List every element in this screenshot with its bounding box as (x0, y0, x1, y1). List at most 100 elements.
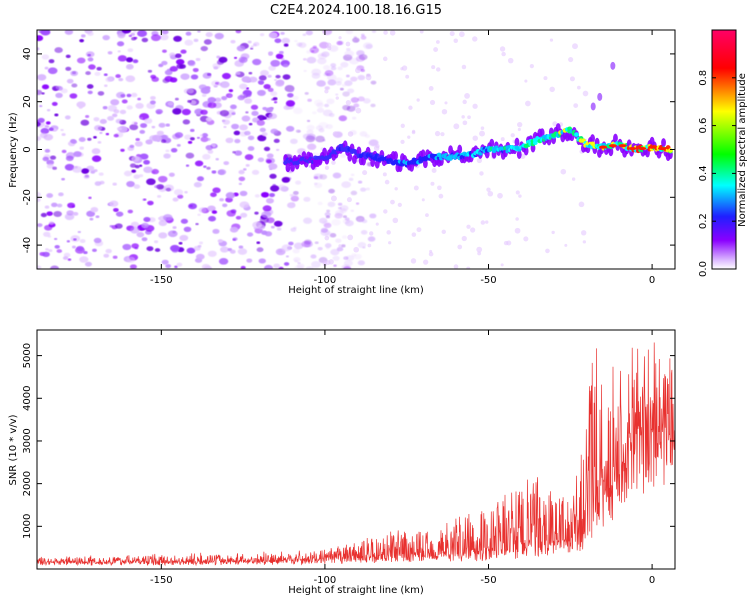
spectrogram-noise-blob (330, 66, 337, 71)
spectrogram-noise-blob (87, 137, 92, 141)
spectrogram-noise-blob (239, 190, 248, 197)
spectrogram-noise-blob (264, 264, 273, 269)
spectrogram-faint-blob (338, 244, 342, 248)
spectrogram-noise-blob (140, 123, 148, 128)
spectrogram-noise-blob (141, 37, 149, 43)
spectrogram-noise-blob (360, 187, 367, 192)
spectrogram-noise-blob (170, 147, 178, 153)
spectrogram-noise-blob (256, 241, 261, 245)
spectrogram-noise-blob (343, 256, 349, 260)
spectrogram-noise-blob (70, 70, 79, 77)
spectrogram-faint-blob (501, 51, 506, 57)
spectrogram-noise-blob (110, 99, 120, 106)
spectrogram-faint-blob (484, 220, 489, 224)
spectrogram-noise-blob (256, 247, 264, 253)
spectrogram-noise-blob (231, 123, 240, 130)
spectrogram-noise-blob (257, 89, 266, 96)
spectrogram-noise-blob (73, 151, 82, 157)
spectrogram-faint-blob (472, 36, 478, 42)
spectrogram-faint-blob (345, 41, 351, 47)
spectrogram-noise-blob (258, 75, 267, 81)
spectrogram-faint-blob (324, 89, 329, 94)
spectrogram-noise-blob (162, 49, 167, 53)
spectrogram-noise-blob (350, 190, 358, 196)
spectrogram-noise-blob (143, 159, 150, 165)
spectrogram-noise-blob (250, 104, 259, 110)
spectrogram-noise-blob (304, 91, 309, 95)
spectrogram-faint-blob (568, 57, 574, 63)
spectrogram-faint-blob (434, 130, 441, 137)
spectrogram-noise-blob (154, 248, 161, 252)
spectrogram-noise-blob (306, 56, 317, 64)
spectrogram-noise-blob (125, 57, 134, 63)
spectrogram-noise-blob (270, 59, 281, 67)
spectrogram-noise-blob (41, 92, 45, 95)
spectrogram-faint-blob (479, 171, 484, 176)
spectrogram-faint-blob (347, 234, 354, 241)
spectrogram-noise-blob (102, 34, 110, 41)
spectrogram-noise-blob (120, 148, 125, 152)
spectrogram-noise-blob (283, 262, 290, 266)
spectrogram-faint-blob (421, 198, 425, 202)
spectrogram-noise-blob (344, 217, 350, 221)
spectrogram-noise-blob (211, 80, 221, 87)
snr-xtick-label: -150 (150, 575, 173, 586)
spectrogram-noise-blob (95, 215, 100, 219)
spectrogram-xtick-label: -100 (314, 275, 337, 286)
spectrogram-upper-streak (597, 92, 603, 101)
spectrogram-noise-blob (117, 32, 126, 39)
spectrogram-noise-blob (131, 243, 139, 249)
spectrogram-noise-blob (269, 173, 277, 179)
spectrogram-noise-blob (330, 248, 340, 256)
spectrogram-noise-blob (211, 210, 218, 214)
spectrogram-noise-blob (260, 191, 270, 198)
spectrogram-noise-blob (341, 244, 346, 248)
spectrogram-noise-blob (320, 227, 329, 233)
spectrogram-noise-blob (305, 30, 313, 36)
spectrogram-noise-blob (278, 266, 284, 269)
spectrogram-noise-blob (87, 90, 93, 95)
spectrogram-signal-mark (539, 128, 545, 138)
spectrogram-faint-blob (429, 99, 436, 106)
spectrogram-noise-blob (64, 163, 75, 171)
spectrogram-noise-blob (323, 222, 332, 229)
spectrogram-noise-blob (266, 159, 272, 164)
spectrogram-noise-blob (125, 75, 136, 83)
spectrogram-upper-streak (610, 61, 616, 70)
spectrogram-noise-blob (219, 198, 224, 202)
spectrogram-noise-blob (352, 37, 360, 43)
spectrogram-noise-blob (105, 77, 113, 83)
spectrogram-faint-blob (525, 100, 531, 107)
spectrogram-noise-blob (42, 156, 50, 162)
spectrogram-noise-blob (155, 109, 163, 115)
spectrogram-noise-blob (256, 120, 265, 126)
spectrogram-faint-blob (392, 217, 399, 224)
spectrogram-noise-blob (123, 170, 133, 177)
spectrogram-noise-blob (212, 187, 221, 194)
spectrogram-signal-mark (356, 146, 362, 156)
spectrogram-noise-blob (158, 122, 166, 128)
spectrogram-noise-blob (360, 35, 367, 40)
spectrogram-noise-blob (44, 205, 50, 209)
spectrogram-noise-blob (281, 57, 285, 61)
spectrogram-noise-blob (83, 251, 88, 255)
spectrogram-noise-blob (131, 156, 140, 162)
spectrogram-noise-blob (304, 239, 312, 245)
spectrogram-noise-blob (314, 241, 319, 245)
spectrogram-noise-blob (165, 264, 172, 269)
spectrogram-noise-blob (252, 58, 262, 66)
spectrogram-faint-blob (486, 187, 491, 192)
spectrogram-noise-blob (164, 69, 173, 76)
spectrogram-faint-blob (466, 224, 471, 229)
spectrogram-noise-blob (86, 84, 94, 89)
spectrogram-noise-blob (341, 235, 348, 239)
spectrogram-noise-blob (187, 140, 193, 144)
spectrogram-faint-blob (375, 222, 379, 226)
spectrogram-noise-blob (362, 246, 366, 249)
spectrogram-noise-blob (273, 220, 283, 227)
spectrogram-noise-blob (357, 96, 365, 102)
spectrogram-noise-blob (239, 124, 248, 131)
spectrogram-noise-blob (174, 132, 184, 138)
spectrogram-noise-blob (127, 48, 134, 53)
spectrogram-noise-blob (287, 93, 294, 98)
